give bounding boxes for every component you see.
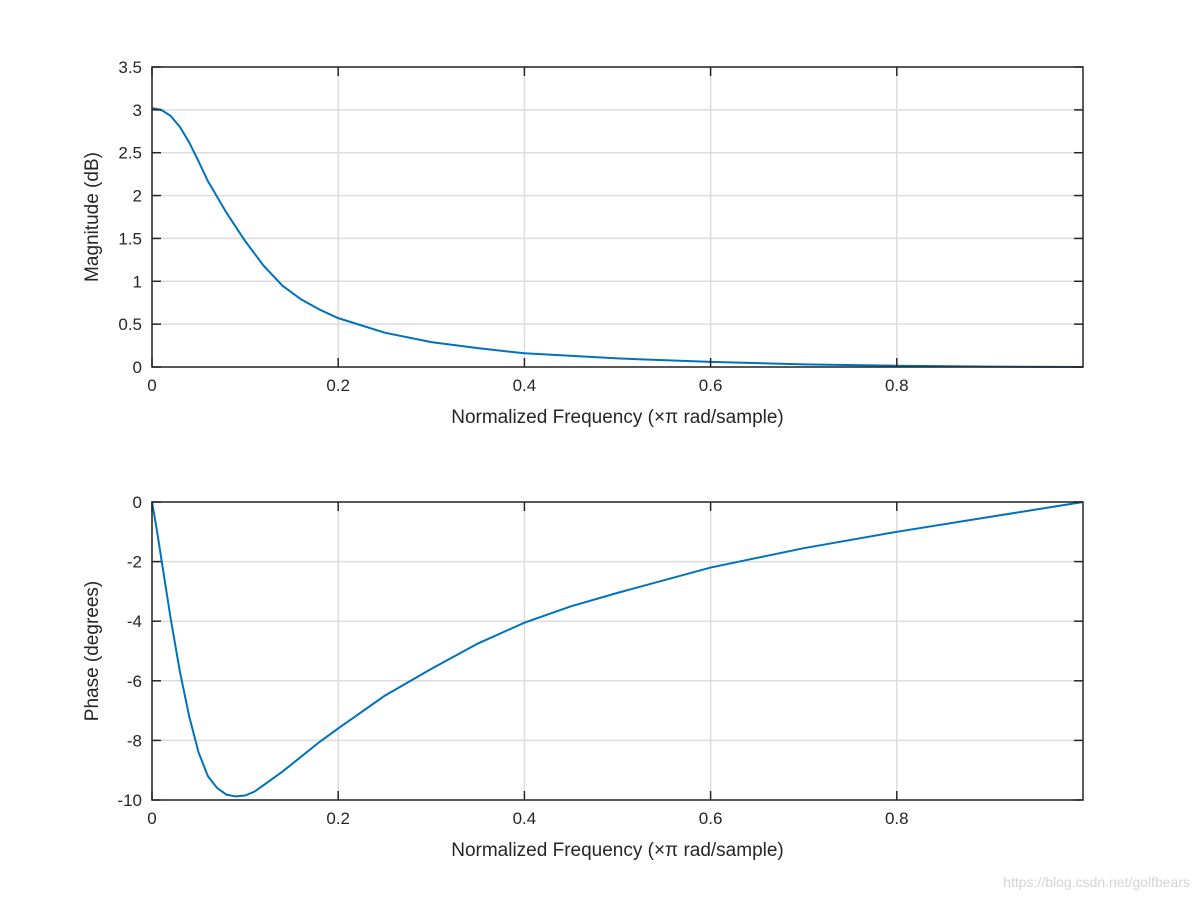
y-axis-label: Magnitude (dB) xyxy=(82,152,103,282)
x-tick-label: 0.4 xyxy=(513,809,537,828)
axes-box xyxy=(151,501,1084,801)
series-line-phase xyxy=(151,501,1084,798)
subplot-1: 0 0.2 0.4 0.6 0.8 0 0.5 1 1.5 2 2.5 3 3.5 Normalized … xyxy=(82,58,1084,428)
y-tick-label: 0 xyxy=(133,358,142,377)
y-tick-label: -10 xyxy=(117,791,142,810)
x-tick-label: 0.6 xyxy=(699,809,723,828)
y-tick-label: 0 xyxy=(133,493,142,512)
x-tick-label: 0.8 xyxy=(885,809,909,828)
x-axis-label: Normalized Frequency (×π rad/sample) xyxy=(451,407,784,428)
y-tick-label: 1.5 xyxy=(118,229,142,248)
x-axis-label: Normalized Frequency (×π rad/sample) xyxy=(451,840,784,861)
subplot-2: 0 0.2 0.4 0.6 0.8 -10 -8 -6 -4 -2 0 Normalized Freq… xyxy=(82,493,1084,861)
series-line-magnitude xyxy=(151,107,1084,368)
x-tick-label: 0.2 xyxy=(326,376,350,395)
y-tick-label: -6 xyxy=(127,672,142,691)
x-tick-label: 0.8 xyxy=(885,376,909,395)
watermark-text: https://blog.csdn.net/golfbears xyxy=(1003,874,1190,890)
axes-background xyxy=(152,67,1083,367)
y-tick-label: 3.5 xyxy=(118,58,142,77)
axes-box xyxy=(151,66,1084,368)
y-tick-label: -2 xyxy=(127,553,142,572)
y-tick-label: 2 xyxy=(133,187,142,206)
x-tick-label: 0 xyxy=(147,809,156,828)
x-tick-label: 0 xyxy=(147,376,156,395)
y-tick-label: -4 xyxy=(127,612,142,631)
x-tick-label: 0.4 xyxy=(513,376,537,395)
axes-background xyxy=(152,502,1083,800)
y-tick-label: -8 xyxy=(127,731,142,750)
x-tick-label: 0.2 xyxy=(326,809,350,828)
y-tick-label: 1 xyxy=(133,272,142,291)
x-tick-label: 0.6 xyxy=(699,376,723,395)
y-tick-label: 3 xyxy=(133,101,142,120)
y-axis-label: Phase (degrees) xyxy=(82,581,103,721)
y-tick-label: 2.5 xyxy=(118,144,142,163)
y-tick-label: 0.5 xyxy=(118,315,142,334)
